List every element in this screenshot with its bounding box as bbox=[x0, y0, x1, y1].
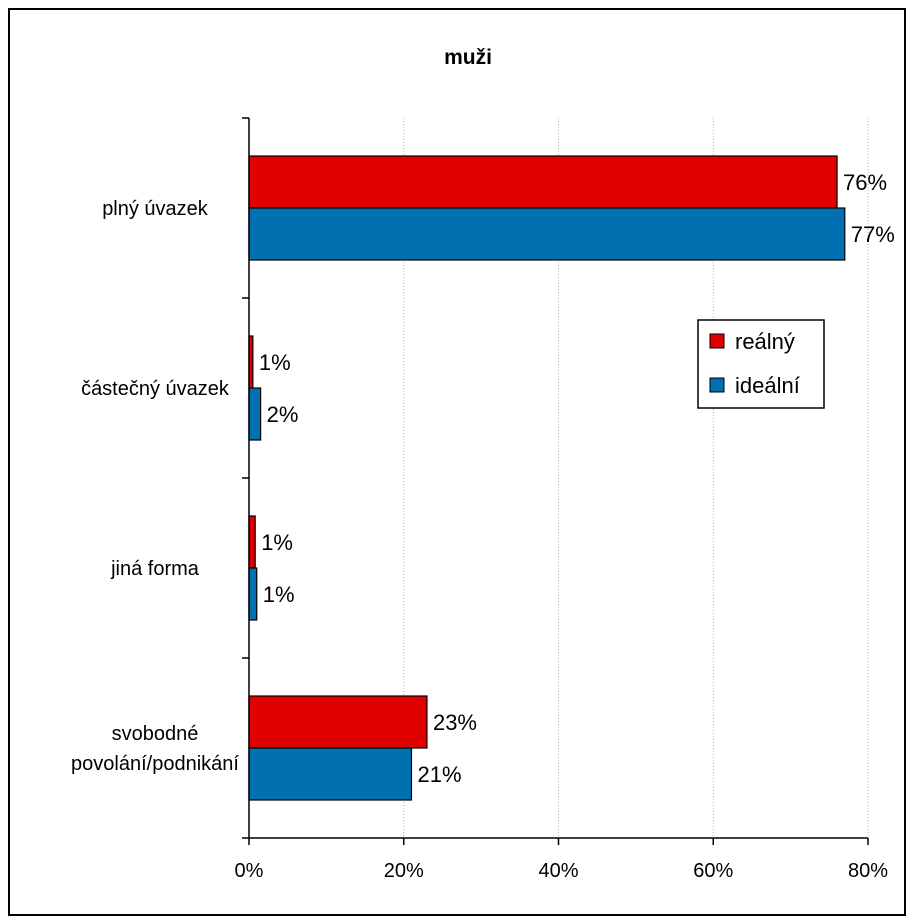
category-label: jiná forma bbox=[110, 558, 200, 580]
legend-label: ideální bbox=[735, 373, 800, 398]
x-tick-label: 0% bbox=[235, 860, 264, 882]
bar-idealni bbox=[248, 207, 846, 261]
labels: 0% 20% 40% 60% 80% 76% 77% plný úvazek 1% 2% částe… bbox=[71, 170, 895, 882]
legend: reálný ideální bbox=[697, 319, 825, 409]
legend-swatch bbox=[709, 377, 725, 393]
data-label: 1% bbox=[263, 582, 295, 607]
category-label: svobodné bbox=[112, 723, 199, 745]
data-label: 1% bbox=[259, 350, 291, 375]
data-label: 76% bbox=[843, 170, 887, 195]
bars bbox=[248, 155, 846, 801]
data-label: 2% bbox=[267, 402, 299, 427]
axes bbox=[242, 117, 869, 845]
legend-box bbox=[697, 319, 825, 409]
bar-idealni bbox=[248, 747, 413, 801]
category-label: částečný úvazek bbox=[81, 378, 230, 400]
x-tick-label: 60% bbox=[693, 860, 733, 882]
bar-idealni bbox=[248, 387, 262, 441]
data-label: 77% bbox=[851, 222, 895, 247]
category-label: povolání/podnikání bbox=[71, 753, 239, 775]
x-tick-label: 20% bbox=[384, 860, 424, 882]
category-label: plný úvazek bbox=[102, 198, 209, 220]
data-label: 23% bbox=[433, 710, 477, 735]
x-tick-label: 80% bbox=[848, 860, 888, 882]
bar-idealni bbox=[248, 567, 258, 621]
bar-realny bbox=[248, 695, 428, 749]
data-label: 1% bbox=[261, 530, 293, 555]
bar-realny bbox=[248, 515, 256, 569]
data-label: 21% bbox=[417, 762, 461, 787]
legend-swatch bbox=[709, 333, 725, 349]
bar-realny bbox=[248, 155, 838, 209]
chart-title: muži bbox=[444, 46, 492, 69]
legend-label: reálný bbox=[735, 329, 795, 354]
x-tick-label: 40% bbox=[538, 860, 578, 882]
